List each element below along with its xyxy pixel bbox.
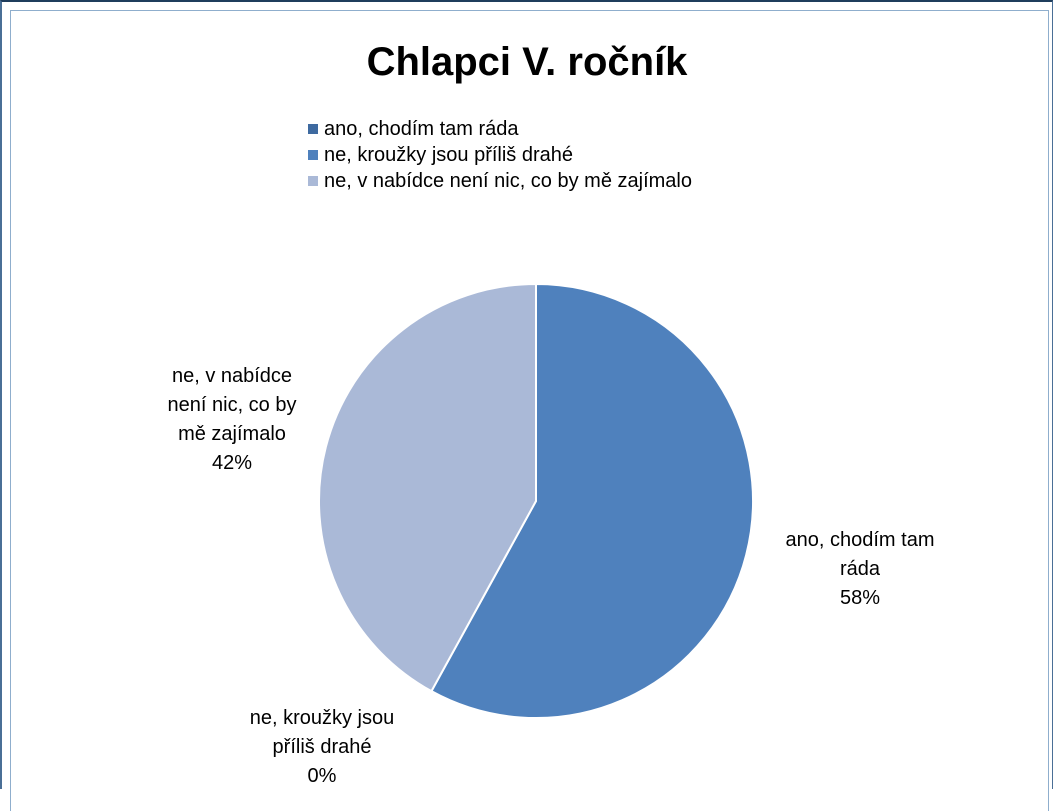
legend: ano, chodím tam ráda ne, kroužky jsou př… [308, 116, 692, 194]
legend-label: ne, kroužky jsou příliš drahé [324, 143, 574, 166]
chart-area-border [10, 10, 1049, 811]
data-label-line: ráda [839, 558, 881, 580]
data-label-line: mě zajímalo [178, 423, 286, 445]
chart-title: Chlapci V. ročník [366, 40, 688, 84]
legend-item: ne, kroužky jsou příliš drahé [308, 142, 692, 168]
data-label-line: není nic, co by [167, 394, 297, 416]
pie-chart [317, 282, 754, 719]
data-label-nic: ne, v nabídce není nic, co by mě zajímal… [112, 362, 352, 478]
pie-slice-0 [430, 282, 754, 719]
legend-item: ano, chodím tam ráda [308, 116, 692, 142]
legend-item: ne, v nabídce není nic, co by mě zajímal… [308, 168, 692, 194]
legend-swatch [308, 124, 318, 134]
legend-label: ne, v nabídce není nic, co by mě zajímal… [324, 169, 692, 192]
data-label-percent: 42% [211, 452, 253, 474]
data-label-ano: ano, chodím tam ráda 58% [740, 526, 980, 613]
legend-swatch [308, 150, 318, 160]
data-label-line: ne, v nabídce [171, 365, 293, 387]
data-label-percent: 0% [307, 765, 337, 787]
data-label-drahe: ne, kroužky jsou příliš drahé 0% [202, 704, 442, 791]
legend-label: ano, chodím tam ráda [324, 117, 519, 140]
pie-slice-2 [317, 282, 537, 693]
data-label-line: ne, kroužky jsou [249, 707, 395, 729]
data-label-percent: 58% [839, 587, 881, 609]
data-label-line: příliš drahé [272, 736, 372, 758]
legend-swatch [308, 176, 318, 186]
data-label-line: ano, chodím tam [785, 529, 935, 551]
